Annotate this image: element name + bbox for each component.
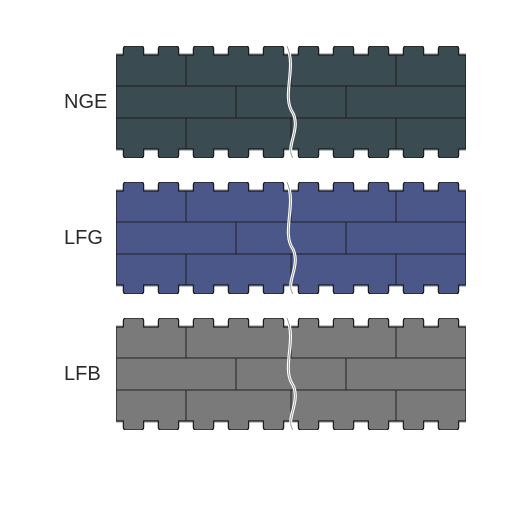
belt-graphic — [116, 318, 466, 430]
belt-row: LFG — [64, 182, 472, 294]
belt-row: LFB — [64, 318, 472, 430]
belt-graphic — [116, 46, 466, 158]
belt-label: LFG — [64, 227, 116, 250]
belt-row: NGE — [64, 46, 472, 158]
belt-label: LFB — [64, 363, 116, 386]
belt-graphic — [116, 182, 466, 294]
belt-label: NGE — [64, 91, 116, 114]
